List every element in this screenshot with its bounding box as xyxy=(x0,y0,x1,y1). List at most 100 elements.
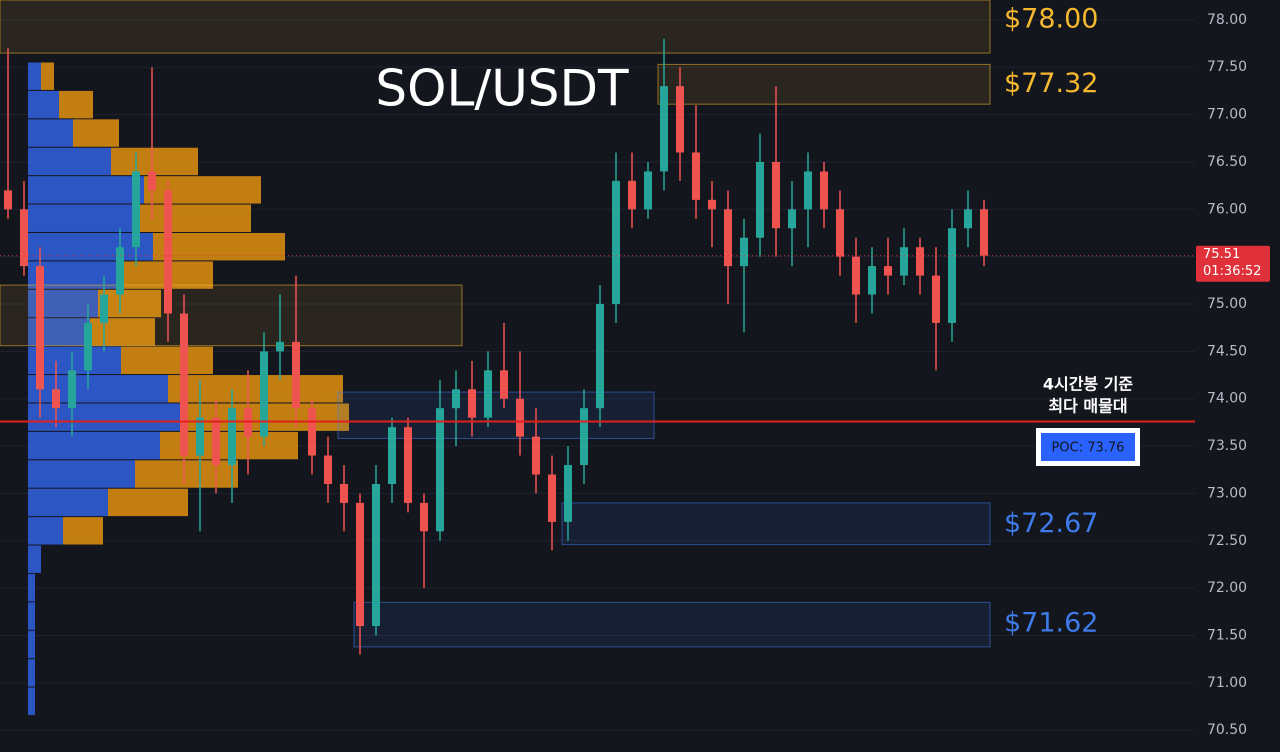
zone-label: $77.32 xyxy=(1004,68,1098,99)
profile-buy xyxy=(28,119,73,147)
candle-body xyxy=(196,417,204,456)
y-tick-label: 76.00 xyxy=(1207,201,1247,217)
chart-title: SOL/USDT xyxy=(375,60,629,118)
candle-body xyxy=(708,199,716,210)
candle-body xyxy=(68,370,76,409)
profile-sell xyxy=(98,289,161,318)
candle-body xyxy=(372,483,380,627)
candle-body xyxy=(884,266,892,276)
profile-buy xyxy=(28,602,35,630)
candle-body xyxy=(388,427,396,484)
candle-body xyxy=(756,161,764,238)
y-tick-label: 77.50 xyxy=(1207,59,1247,75)
candle-body xyxy=(292,341,300,409)
profile-sell xyxy=(108,488,188,517)
candle-body xyxy=(84,322,92,371)
candle-body xyxy=(692,152,700,200)
profile-buy xyxy=(28,204,135,232)
candle-body xyxy=(660,86,668,172)
candle-body xyxy=(868,266,876,295)
candle-body xyxy=(852,256,860,295)
poc-note: 최다 매물대 xyxy=(1048,397,1127,416)
candle-body xyxy=(180,313,188,456)
candle-body xyxy=(964,209,972,229)
candle-body xyxy=(164,190,172,314)
profile-buy xyxy=(28,403,185,431)
candle-body xyxy=(484,370,492,418)
candle-body xyxy=(580,408,588,466)
profile-buy xyxy=(28,460,135,488)
candle-body xyxy=(20,209,28,267)
candle-body xyxy=(212,417,220,466)
candle-body xyxy=(260,351,268,437)
candle-body xyxy=(980,209,988,256)
y-tick-label: 78.00 xyxy=(1207,12,1247,28)
profile-buy xyxy=(28,375,168,403)
zone-label: $71.62 xyxy=(1004,608,1098,639)
candle-body xyxy=(900,247,908,276)
y-tick-label: 71.00 xyxy=(1207,675,1247,691)
candle-body xyxy=(516,398,524,437)
candle-body xyxy=(932,275,940,323)
profile-sell xyxy=(168,375,343,403)
profile-buy xyxy=(28,630,35,659)
candle-body xyxy=(468,389,476,418)
profile-buy xyxy=(28,488,108,517)
profile-buy xyxy=(28,659,35,687)
profile-buy xyxy=(28,545,41,573)
candle-body xyxy=(612,180,620,305)
profile-buy xyxy=(28,62,41,90)
zone xyxy=(0,284,463,347)
candle-body xyxy=(4,190,12,210)
poc-note: 4시간봉 기준 xyxy=(1043,375,1134,394)
profile-buy xyxy=(28,176,144,204)
y-tick-label: 73.50 xyxy=(1207,438,1247,454)
candle-body xyxy=(548,474,556,522)
y-tick-label: 75.00 xyxy=(1207,296,1247,312)
last-price-timer: 01:36:52 xyxy=(1203,264,1261,279)
profile-sell xyxy=(111,147,198,176)
profile-buy xyxy=(28,90,59,119)
candle-body xyxy=(724,209,732,267)
y-tick-label: 72.50 xyxy=(1207,533,1247,549)
candle-body xyxy=(772,161,780,229)
candle-body xyxy=(228,408,236,466)
zone xyxy=(657,63,991,105)
y-tick-label: 72.00 xyxy=(1207,580,1247,596)
candle-body xyxy=(500,370,508,399)
candle-body xyxy=(564,465,572,522)
poc-label: POC: 73.76 xyxy=(1052,441,1125,456)
candle-body xyxy=(628,180,636,210)
profile-sell xyxy=(59,90,93,119)
y-tick-label: 76.50 xyxy=(1207,154,1247,170)
candle-body xyxy=(820,171,828,210)
candle-body xyxy=(36,266,44,390)
candle-body xyxy=(404,427,412,503)
candle-body xyxy=(452,389,460,409)
y-tick-label: 74.00 xyxy=(1207,391,1247,407)
profile-sell xyxy=(41,62,54,90)
candle-body xyxy=(948,228,956,323)
zone-label: $72.67 xyxy=(1004,508,1098,539)
candle-body xyxy=(148,171,156,191)
candle-body xyxy=(52,389,60,409)
profile-sell xyxy=(153,232,285,261)
y-tick-label: 74.50 xyxy=(1207,343,1247,359)
profile-buy xyxy=(28,573,35,602)
candle-body xyxy=(276,341,284,352)
profile-sell xyxy=(144,176,261,204)
candle-body xyxy=(420,502,428,532)
last-price-label: 75.51 xyxy=(1203,247,1240,262)
candle-body xyxy=(644,171,652,210)
candle-body xyxy=(836,209,844,257)
y-tick-label: 77.00 xyxy=(1207,107,1247,123)
candle-body xyxy=(804,171,812,210)
candle-body xyxy=(356,502,364,627)
poc-box xyxy=(1041,433,1135,461)
candle-body xyxy=(308,408,316,456)
candle-body xyxy=(676,86,684,153)
profile-sell xyxy=(135,204,251,232)
candle-body xyxy=(532,436,540,475)
candle-body xyxy=(740,237,748,267)
candle-body xyxy=(340,483,348,503)
